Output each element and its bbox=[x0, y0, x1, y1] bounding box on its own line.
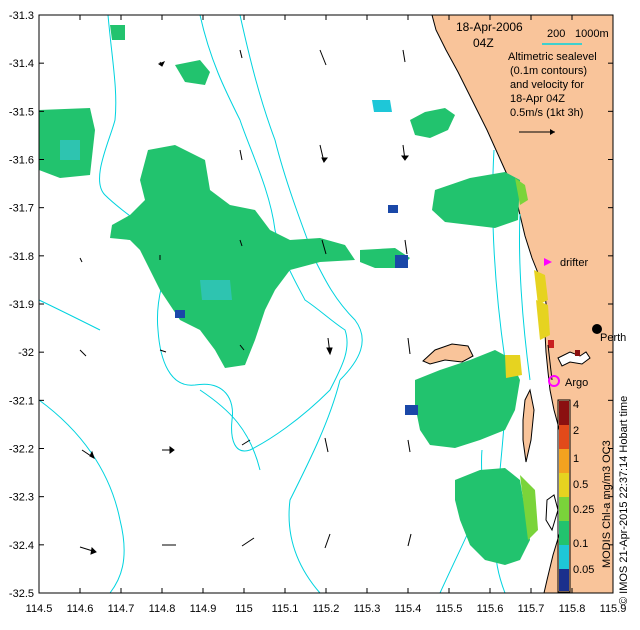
isobath-label-1000: 1000m bbox=[575, 28, 609, 40]
colorbar-tick-2: 2 bbox=[573, 425, 579, 437]
x-tick-label: 115.2 bbox=[313, 603, 340, 615]
y-tick-label: -32 bbox=[18, 347, 34, 359]
garden-island bbox=[522, 388, 535, 463]
drifter-label: drifter bbox=[560, 257, 588, 269]
drifter-marker bbox=[544, 258, 552, 266]
rottnest-island bbox=[422, 343, 474, 365]
x-tick-label: 114.7 bbox=[108, 603, 135, 615]
colorbar-tick-0.5: 0.5 bbox=[573, 479, 588, 491]
isobath-label-200: 200 bbox=[547, 28, 565, 40]
x-tick-label: 115.5 bbox=[436, 603, 463, 615]
legend-line-3: and velocity for bbox=[510, 79, 584, 91]
peel-inlet bbox=[545, 494, 559, 532]
colorbar-caption: MODIS Chl-a mg/m3 OC3 bbox=[601, 440, 613, 568]
y-tick-label: -31.5 bbox=[9, 106, 34, 118]
x-axis-ticks: 114.5 114.6 114.7 114.8 114.9 115 115.1 115.2 11… bbox=[26, 15, 627, 615]
y-tick-label: -32.2 bbox=[9, 444, 34, 456]
credit-line: © IMOS 21-Apr-2015 22:37:14 Hobart time bbox=[618, 396, 630, 605]
y-tick-label: -31.3 bbox=[9, 10, 34, 22]
x-tick-label: 114.5 bbox=[26, 603, 53, 615]
x-tick-label: 115.6 bbox=[477, 603, 504, 615]
x-tick-label: 115.7 bbox=[518, 603, 545, 615]
y-tick-label: -31.6 bbox=[9, 155, 34, 167]
x-tick-label: 115.4 bbox=[395, 603, 422, 615]
legend-line-1: Altimetric sealevel bbox=[508, 51, 597, 63]
colorbar-tick-1: 1 bbox=[573, 453, 579, 465]
argo-marker bbox=[548, 375, 560, 387]
x-tick-label: 114.9 bbox=[190, 603, 217, 615]
y-tick-label: -31.8 bbox=[9, 251, 34, 263]
legend-line-2: (0.1m contours) bbox=[510, 65, 587, 77]
colorbar: 4 2 1 0.5 0.25 0.1 0.05 bbox=[557, 399, 594, 593]
colorbar-tick-0.05: 0.05 bbox=[573, 564, 594, 576]
colorbar-tick-0.1: 0.1 bbox=[573, 538, 588, 550]
y-tick-label: -31.7 bbox=[9, 203, 34, 215]
x-tick-label: 114.8 bbox=[149, 603, 176, 615]
legend-line-5: 0.5m/s (1kt 3h) bbox=[510, 107, 583, 119]
chlorophyll-patches bbox=[39, 25, 554, 565]
legend-arrowhead bbox=[550, 129, 555, 135]
x-tick-label: 115.9 bbox=[600, 603, 627, 615]
y-tick-label: -31.4 bbox=[9, 58, 34, 70]
colorbar-tick-4: 4 bbox=[573, 399, 579, 411]
perth-marker bbox=[592, 324, 602, 334]
y-tick-label: -32.3 bbox=[9, 492, 34, 504]
legend-line-4: 18-Apr 04Z bbox=[510, 93, 565, 105]
x-tick-label: 115.3 bbox=[354, 603, 381, 615]
y-axis-ticks: -31.3 -31.4 -31.5 -31.6 -31.7 -31.8 -31.9 -32 -3… bbox=[9, 10, 613, 600]
x-tick-label: 114.6 bbox=[67, 603, 94, 615]
argo-label: Argo bbox=[565, 377, 588, 389]
x-tick-label: 115.8 bbox=[559, 603, 586, 615]
colorbar-tick-0.25: 0.25 bbox=[573, 504, 594, 516]
y-tick-label: -31.9 bbox=[9, 299, 34, 311]
map-date: 18-Apr-2006 bbox=[456, 20, 523, 34]
perth-city-block bbox=[575, 350, 580, 356]
map-time: 04Z bbox=[473, 36, 494, 50]
y-tick-label: -32.4 bbox=[9, 540, 34, 552]
x-tick-label: 115.1 bbox=[272, 603, 299, 615]
velocity-arrows bbox=[79, 49, 412, 555]
swan-river bbox=[557, 351, 591, 367]
y-tick-label: -32.5 bbox=[9, 588, 34, 600]
x-tick-label: 115 bbox=[235, 603, 253, 615]
y-tick-label: -32.1 bbox=[9, 395, 34, 407]
